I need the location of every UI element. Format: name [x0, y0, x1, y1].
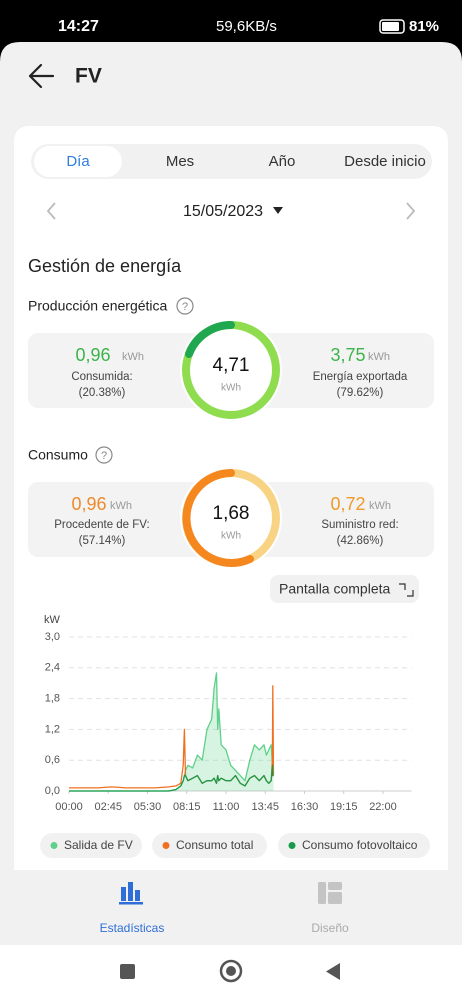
recents-button[interactable]: [120, 964, 135, 979]
date-dropdown[interactable]: [273, 207, 283, 214]
design-icon: [328, 882, 342, 890]
stats-icon[interactable]: [121, 887, 126, 901]
legend: Salida de FV Consumo total Consumo fotovol…: [40, 833, 430, 858]
x-tick-label: 00:00: [55, 801, 83, 813]
chart: 0,0 0,6 1,2 1,8 2,4 3,0 00:00 02:45 05:30 08:15 11…: [45, 631, 412, 813]
stat-value: 0,72: [330, 494, 365, 514]
x-tick-label: 02:45: [94, 801, 122, 813]
section-title: Gestión de energía: [28, 256, 182, 276]
ring-value: 4,71: [213, 355, 250, 376]
y-tick-label: 1,2: [45, 723, 60, 735]
stat-label: Suministro red:: [321, 519, 398, 531]
tab[interactable]: Desde inicio: [344, 153, 426, 170]
bottom-nav: [0, 870, 462, 945]
stat-value: 3,75: [330, 345, 365, 365]
y-tick-label: 0,6: [45, 754, 60, 766]
tab[interactable]: Año: [269, 153, 296, 170]
stat-unit: kWh: [368, 351, 390, 363]
back-button[interactable]: [28, 63, 55, 89]
ring-unit: kWh: [221, 383, 241, 394]
legend-chip[interactable]: [40, 833, 142, 858]
stat-unit: kWh: [110, 500, 132, 512]
stat-value: 0,96: [75, 345, 110, 365]
x-tick-label: 22:00: [369, 801, 397, 813]
stat-label: Procedente de FV:: [54, 519, 149, 531]
status-battery: 81%: [409, 18, 439, 35]
y-tick-label: 0,0: [45, 785, 60, 797]
back-nav-button[interactable]: [326, 963, 340, 980]
tab[interactable]: Mes: [166, 153, 194, 170]
stat-unit: kWh: [369, 500, 391, 512]
legend-label: Salida de FV: [64, 838, 133, 852]
battery-level: [382, 22, 399, 31]
design-icon[interactable]: [318, 882, 326, 904]
ring-background: [180, 319, 282, 421]
production-title: Producción energética: [28, 298, 168, 314]
x-tick-label: 08:15: [173, 801, 201, 813]
stat-value: 0,96: [71, 494, 106, 514]
status-speed: 59,6KB/s: [216, 18, 277, 35]
y-tick-label: 2,4: [45, 662, 60, 674]
stat-percent: (57.14%): [79, 535, 126, 547]
tab-bar: [31, 144, 432, 179]
consumption-title: Consumo: [28, 447, 88, 463]
fullscreen-label: Pantalla completa: [279, 581, 391, 597]
nav-label[interactable]: Diseño: [311, 921, 349, 935]
help-icon[interactable]: [176, 297, 194, 315]
stat-percent: (79.62%): [337, 387, 384, 399]
prev-date[interactable]: [46, 202, 56, 220]
stat-label: Consumida:: [71, 371, 132, 383]
stat-label: Energía exportada: [313, 371, 408, 383]
next-date[interactable]: [406, 202, 416, 220]
ring-from-pv: [182, 469, 254, 567]
help-mark: ?: [101, 450, 107, 462]
x-tick-label: 05:30: [134, 801, 162, 813]
x-tick-label: 19:15: [330, 801, 358, 813]
legend-chip[interactable]: [278, 833, 430, 858]
legend-label: Consumo total: [176, 838, 253, 852]
stat-unit: kWh: [122, 351, 144, 363]
ring-background: [180, 467, 282, 569]
y-axis-label: kW: [44, 614, 61, 626]
battery-icon: [379, 19, 405, 34]
x-tick-label: 11:00: [213, 801, 240, 813]
legend-chip[interactable]: [152, 833, 267, 858]
stat-percent: (20.38%): [79, 387, 126, 399]
home-button[interactable]: [219, 959, 243, 983]
ring-consumed: [185, 321, 235, 358]
legend-swatch: [162, 842, 170, 849]
y-tick-label: 3,0: [45, 631, 60, 643]
fullscreen-icon: [399, 583, 414, 597]
stats-icon: [135, 890, 140, 901]
help-icon[interactable]: [95, 446, 113, 464]
x-tick-label: 13:45: [251, 801, 279, 813]
legend-swatch: [288, 842, 296, 849]
design-icon: [328, 892, 342, 904]
tab[interactable]: Día: [66, 153, 90, 170]
ring-unit: kWh: [221, 531, 241, 542]
fullscreen-button[interactable]: [270, 575, 419, 603]
x-tick-label: 16:30: [291, 801, 319, 813]
nav-label[interactable]: Estadísticas: [100, 921, 165, 935]
help-mark: ?: [182, 301, 188, 313]
stat-percent: (42.86%): [337, 535, 384, 547]
ring-value: 1,68: [213, 503, 250, 524]
series-line: [69, 764, 274, 792]
date[interactable]: 15/05/2023: [183, 203, 263, 220]
legend-swatch: [50, 842, 58, 849]
tab-selected: [34, 146, 122, 177]
stats-icon: [128, 882, 133, 901]
home-dot: [226, 966, 236, 976]
status-time: 14:27: [58, 18, 99, 35]
header-title: FV: [75, 65, 102, 88]
stats-icon: [119, 902, 143, 905]
area: [69, 672, 274, 791]
y-tick-label: 1,8: [45, 693, 60, 705]
legend-label: Consumo fotovoltaico: [302, 838, 418, 852]
